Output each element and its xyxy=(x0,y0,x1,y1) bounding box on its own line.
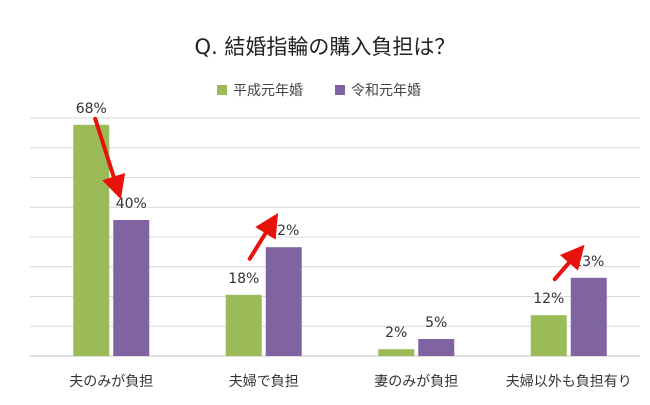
category-label-2: 夫婦で負担 xyxy=(229,373,299,390)
legend: 平成元年婚 令和元年婚 xyxy=(217,83,421,99)
bar-series-1-4 xyxy=(530,315,567,356)
bar-series-2-1 xyxy=(113,220,150,356)
bar-series-1-3 xyxy=(378,349,415,356)
legend-label-series-2: 令和元年婚 xyxy=(351,83,421,99)
bars xyxy=(73,124,607,356)
data-label-series-2-2: 32% xyxy=(268,223,299,239)
data-label-series-1-3: 2% xyxy=(385,325,407,341)
bar-series-2-3 xyxy=(418,339,455,356)
legend-swatch-series-1 xyxy=(217,85,227,95)
data-label-series-2-4: 23% xyxy=(573,254,604,270)
data-label-series-2-1: 40% xyxy=(116,196,147,212)
bar-series-1-2 xyxy=(225,294,262,356)
trend-arrow-2 xyxy=(247,212,279,261)
data-labels: 68% 40% 18% 32% 2% 5% 12% 23% xyxy=(76,101,605,341)
data-label-series-2-3: 5% xyxy=(425,315,447,331)
category-labels: 夫のみが負担 夫婦で負担 妻のみが負担 夫婦以外も負担有り xyxy=(69,373,632,390)
bar-series-2-2 xyxy=(265,247,302,356)
trend-arrow-1 xyxy=(93,116,126,200)
category-label-3: 妻のみが負担 xyxy=(374,374,458,390)
data-label-series-1-1: 68% xyxy=(76,101,107,117)
category-label-1: 夫のみが負担 xyxy=(69,374,153,390)
bar-series-1-1 xyxy=(73,124,110,356)
category-label-4: 夫婦以外も負担有り xyxy=(506,373,632,390)
chart-title: Q. 結婚指輪の購入負担は？ xyxy=(195,35,456,59)
trend-arrow-3 xyxy=(552,244,585,282)
bar-series-2-4 xyxy=(570,277,607,356)
legend-swatch-series-2 xyxy=(335,85,345,95)
data-label-series-1-4: 12% xyxy=(533,291,564,307)
data-label-series-1-2: 18% xyxy=(228,271,259,287)
trend-arrows xyxy=(93,116,585,282)
legend-label-series-1: 平成元年婚 xyxy=(233,83,303,99)
